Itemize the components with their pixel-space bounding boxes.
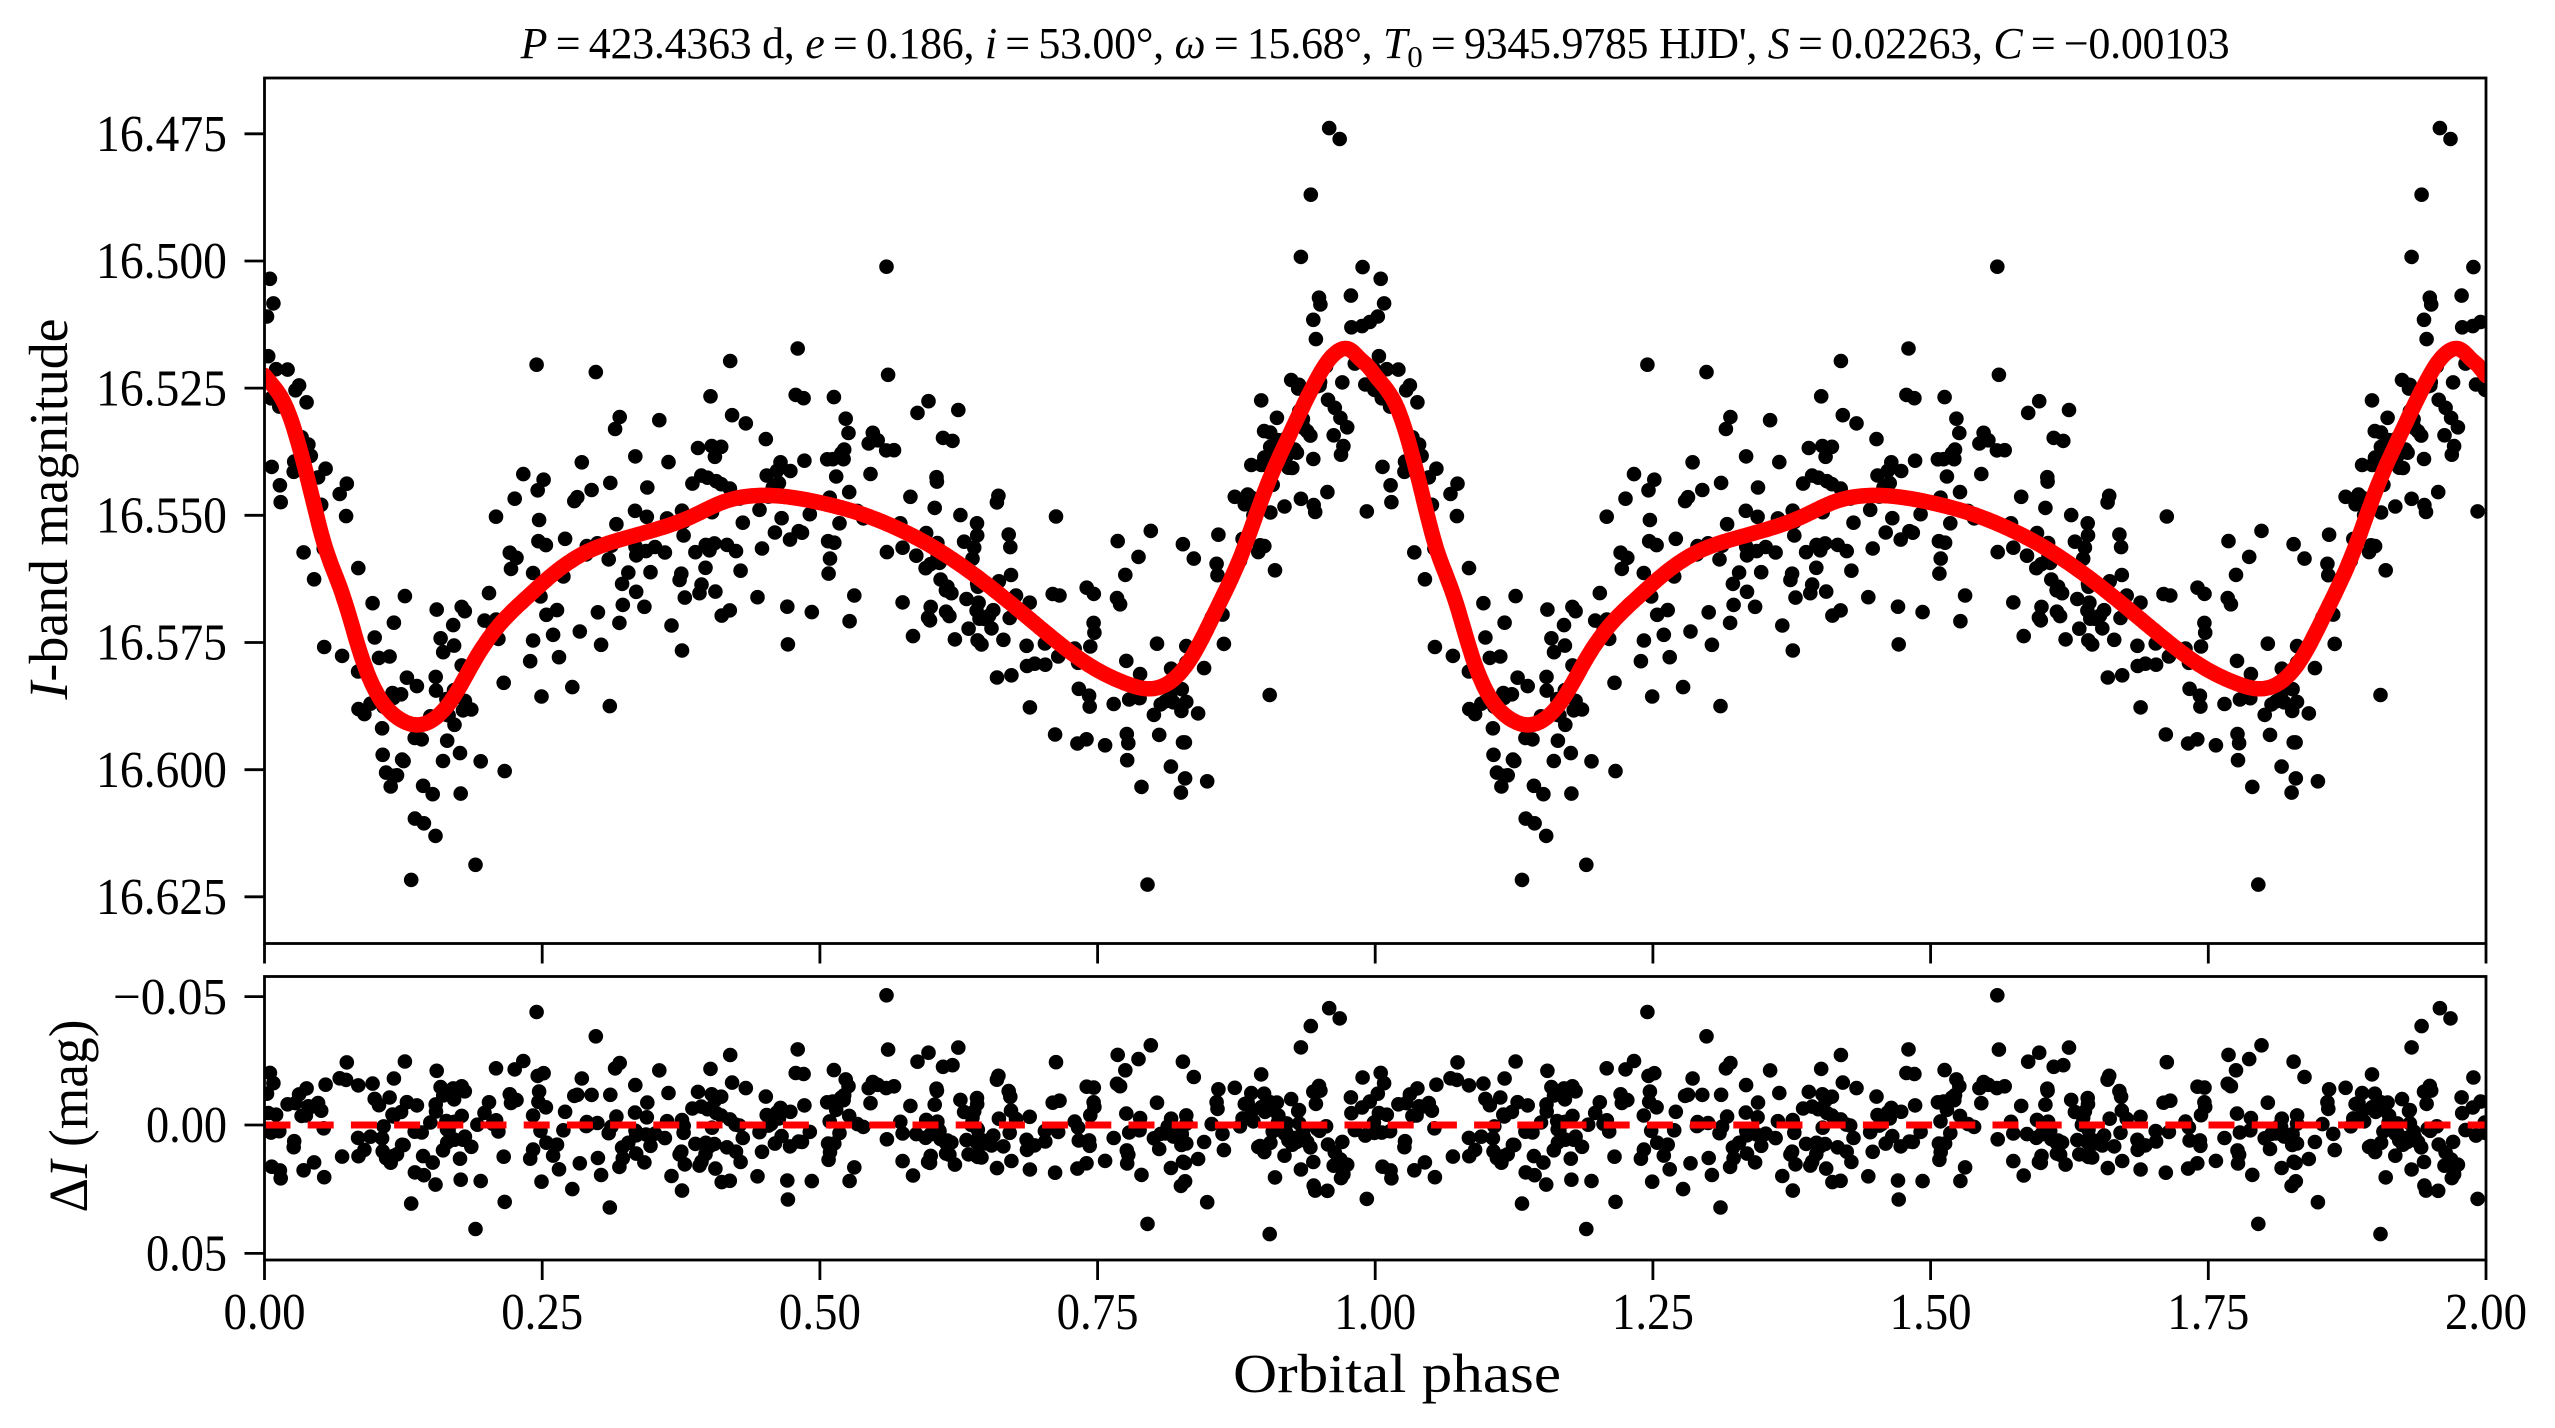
svg-text:16.500: 16.500 (96, 233, 227, 290)
svg-text:0.00: 0.00 (224, 1284, 306, 1341)
svg-text:Orbital phase: Orbital phase (1233, 1343, 1561, 1404)
svg-text:1.00: 1.00 (1334, 1284, 1416, 1341)
svg-text:0.50: 0.50 (779, 1284, 861, 1341)
svg-text:16.575: 16.575 (96, 615, 227, 672)
svg-text:16.525: 16.525 (96, 360, 227, 417)
svg-text:0.05: 0.05 (146, 1226, 227, 1283)
svg-text:P = 423.4363 d, e = 0.186, i =: P = 423.4363 d, e = 0.186, i = 53.00°, ω… (520, 19, 2230, 74)
svg-text:I-band magnitude: I-band magnitude (18, 319, 79, 701)
svg-text:ΔI (mag): ΔI (mag) (38, 1020, 99, 1213)
svg-text:16.550: 16.550 (96, 488, 227, 545)
svg-text:0.75: 0.75 (1057, 1284, 1139, 1341)
svg-text:1.50: 1.50 (1890, 1284, 1972, 1341)
svg-text:16.600: 16.600 (96, 742, 227, 799)
svg-text:−0.05: −0.05 (113, 969, 227, 1026)
svg-text:0.25: 0.25 (501, 1284, 583, 1341)
svg-text:1.25: 1.25 (1612, 1284, 1694, 1341)
svg-text:16.475: 16.475 (96, 106, 227, 163)
svg-text:1.75: 1.75 (2167, 1284, 2249, 1341)
svg-text:2.00: 2.00 (2445, 1284, 2527, 1341)
svg-text:16.625: 16.625 (96, 869, 227, 926)
svg-text:0.00: 0.00 (146, 1097, 227, 1154)
